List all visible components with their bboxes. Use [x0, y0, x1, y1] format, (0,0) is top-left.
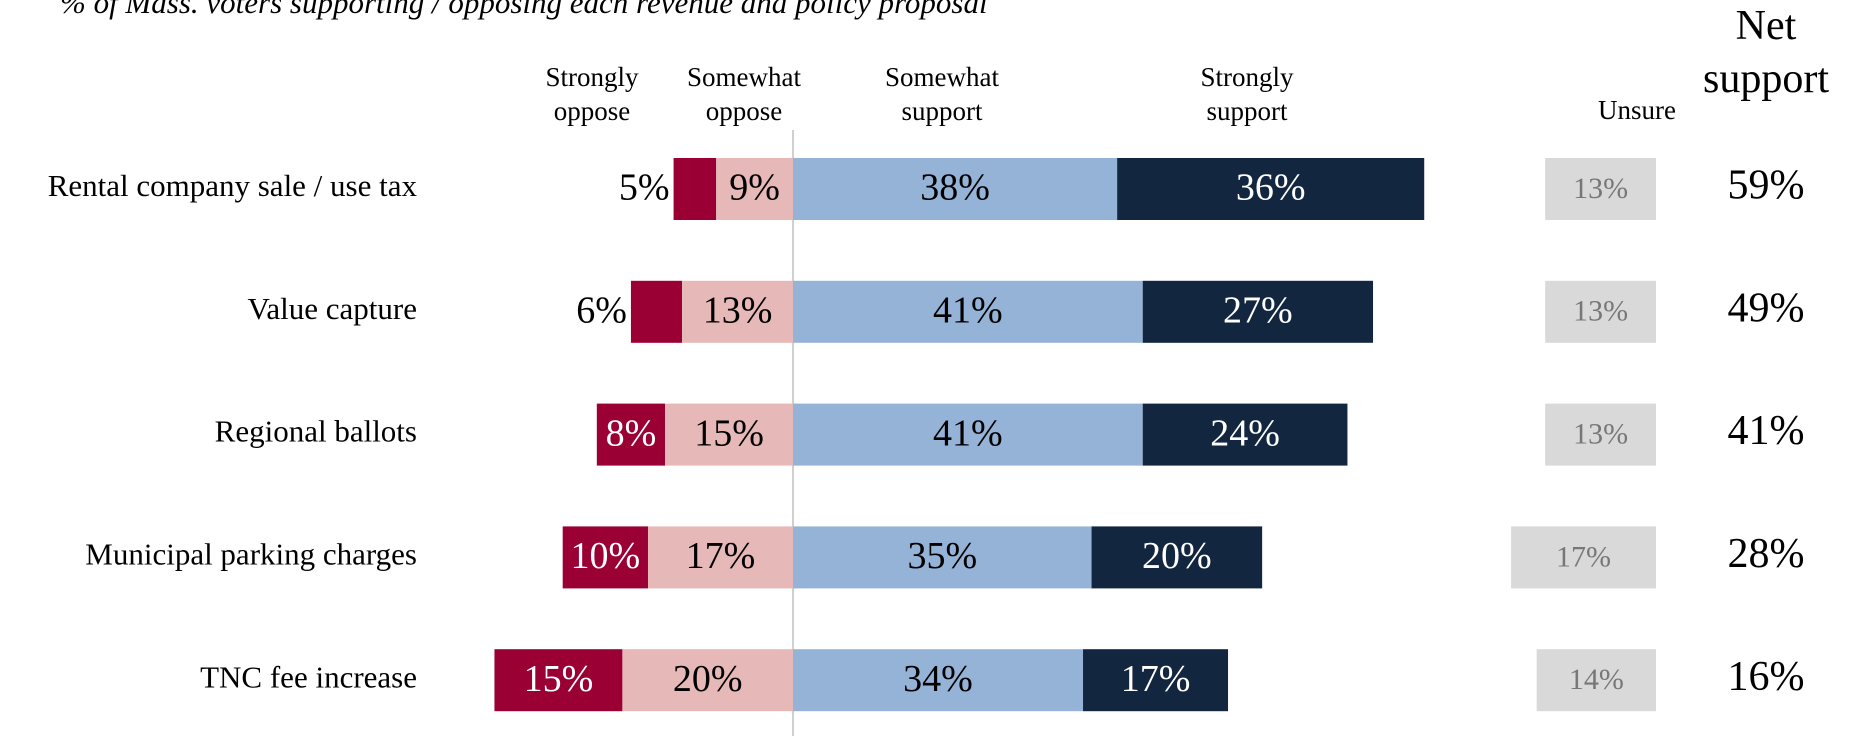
- bar-segment: [793, 403, 1143, 466]
- net-support-label: 49%: [1728, 285, 1805, 331]
- bar-segment: [596, 403, 666, 466]
- value-label: 34%: [903, 658, 973, 700]
- value-label: 9%: [729, 167, 780, 209]
- category-label: Rental company sale / use tax: [48, 168, 418, 203]
- net-support-label: 28%: [1728, 531, 1805, 577]
- value-label: 15%: [694, 412, 764, 454]
- value-label: 17%: [1556, 540, 1611, 573]
- legend-header: Somewhat support: [885, 62, 999, 126]
- net-support-label: 16%: [1728, 654, 1805, 700]
- bar-segment: [665, 403, 793, 466]
- value-label: 36%: [1236, 167, 1306, 209]
- category-label: Regional ballots: [215, 414, 417, 449]
- bar-segment: [1142, 280, 1374, 343]
- bar-segment: [793, 280, 1143, 343]
- value-label: 5%: [619, 167, 670, 209]
- bar-segment: [793, 526, 1092, 589]
- value-label: 20%: [1142, 535, 1212, 577]
- bar-segment: [622, 649, 793, 712]
- net-support-header: Net support: [1703, 3, 1829, 102]
- net-support-label: 59%: [1728, 163, 1805, 209]
- bar-segment: [562, 526, 648, 589]
- value-label: 17%: [686, 535, 756, 577]
- value-label: 13%: [1573, 417, 1628, 450]
- value-label: 13%: [1573, 295, 1628, 328]
- bar-segment: [1511, 526, 1656, 589]
- value-label: 15%: [524, 658, 594, 700]
- value-label: 13%: [1573, 172, 1628, 205]
- bar-segment: [1142, 403, 1348, 466]
- subtitle: % of Mass. voters supporting / opposing …: [60, 0, 988, 20]
- category-label: TNC fee increase: [200, 659, 417, 694]
- bar-segment: [673, 158, 717, 220]
- value-label: 8%: [606, 412, 657, 454]
- bar-segment: [1117, 158, 1425, 220]
- bar-segment: [1545, 158, 1656, 220]
- value-label: 13%: [703, 290, 773, 332]
- legend-header: Unsure: [1598, 95, 1676, 125]
- bar-segment: [630, 280, 683, 343]
- legend-header: Somewhat oppose: [687, 62, 801, 126]
- category-label: Value capture: [247, 291, 417, 326]
- value-label: 41%: [933, 412, 1003, 454]
- value-label: 27%: [1223, 290, 1293, 332]
- bar-segment: [1083, 649, 1229, 712]
- value-label: 20%: [673, 658, 743, 700]
- value-label: 10%: [571, 535, 641, 577]
- value-label: 41%: [933, 290, 1003, 332]
- bar-segment: [1091, 526, 1263, 589]
- legend-header: Strongly oppose: [545, 62, 639, 126]
- bar-segment: [793, 158, 1118, 220]
- bar-segment: [716, 158, 793, 220]
- value-label: 38%: [920, 167, 990, 209]
- value-label: 6%: [576, 290, 627, 332]
- bar-segment: [1545, 280, 1656, 343]
- bar-segment: [647, 526, 793, 589]
- value-label: 35%: [907, 535, 977, 577]
- bar-segment: [1536, 649, 1656, 712]
- legend-header: Strongly support: [1200, 62, 1294, 126]
- value-label: 24%: [1210, 412, 1280, 454]
- value-label: 17%: [1121, 658, 1191, 700]
- bar-segment: [682, 280, 793, 343]
- bar-segment: [494, 649, 623, 712]
- net-support-label: 41%: [1728, 408, 1805, 454]
- category-label: Municipal parking charges: [85, 537, 417, 572]
- bar-segment: [793, 649, 1084, 712]
- bar-segment: [1545, 403, 1656, 466]
- value-label: 14%: [1569, 663, 1624, 696]
